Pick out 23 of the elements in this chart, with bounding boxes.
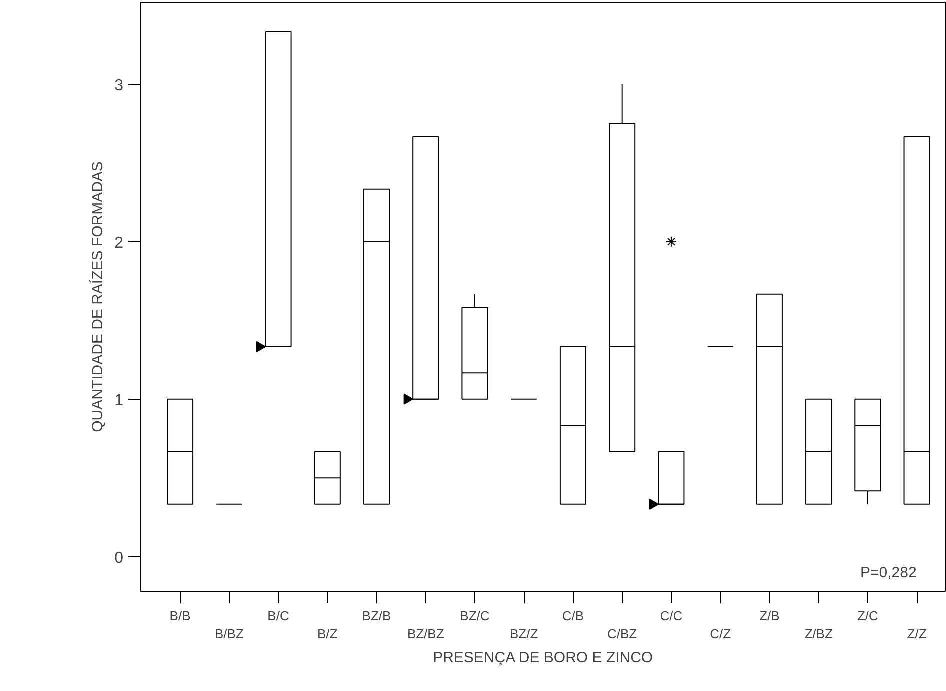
- x-tick-label: C/C: [660, 608, 683, 624]
- x-tick-label: Z/C: [857, 608, 878, 624]
- x-axis-title: PRESENÇA DE BORO E ZINCO: [433, 650, 654, 666]
- x-tick-label: Z/B: [760, 608, 780, 624]
- y-axis-title: QUANTIDADE DE RAÍZES FORMADAS: [88, 162, 107, 432]
- x-tick-label: BZ/Z: [510, 626, 538, 642]
- y-tick-label: 0: [114, 550, 124, 567]
- x-tick-label: B/Z: [318, 626, 338, 642]
- x-tick-label: B/BZ: [214, 626, 244, 642]
- y-tick-label: 2: [114, 234, 124, 252]
- x-tick-label: BZ/BZ: [407, 626, 444, 642]
- x-tick-label: C/B: [562, 608, 584, 624]
- x-tick-label: B/C: [268, 608, 290, 624]
- x-tick-label: C/BZ: [608, 626, 638, 642]
- x-tick-label: C/Z: [710, 626, 732, 642]
- x-tick-label: BZ/B: [362, 608, 392, 624]
- x-tick-label: BZ/C: [460, 608, 490, 624]
- x-tick-label: Z/BZ: [804, 626, 833, 642]
- y-tick-label: 1: [114, 392, 124, 410]
- x-tick-label: Z/Z: [907, 626, 927, 642]
- x-tick-label: B/B: [170, 608, 191, 624]
- annotation: P=0,282: [860, 564, 917, 582]
- y-tick-label: 3: [114, 77, 124, 94]
